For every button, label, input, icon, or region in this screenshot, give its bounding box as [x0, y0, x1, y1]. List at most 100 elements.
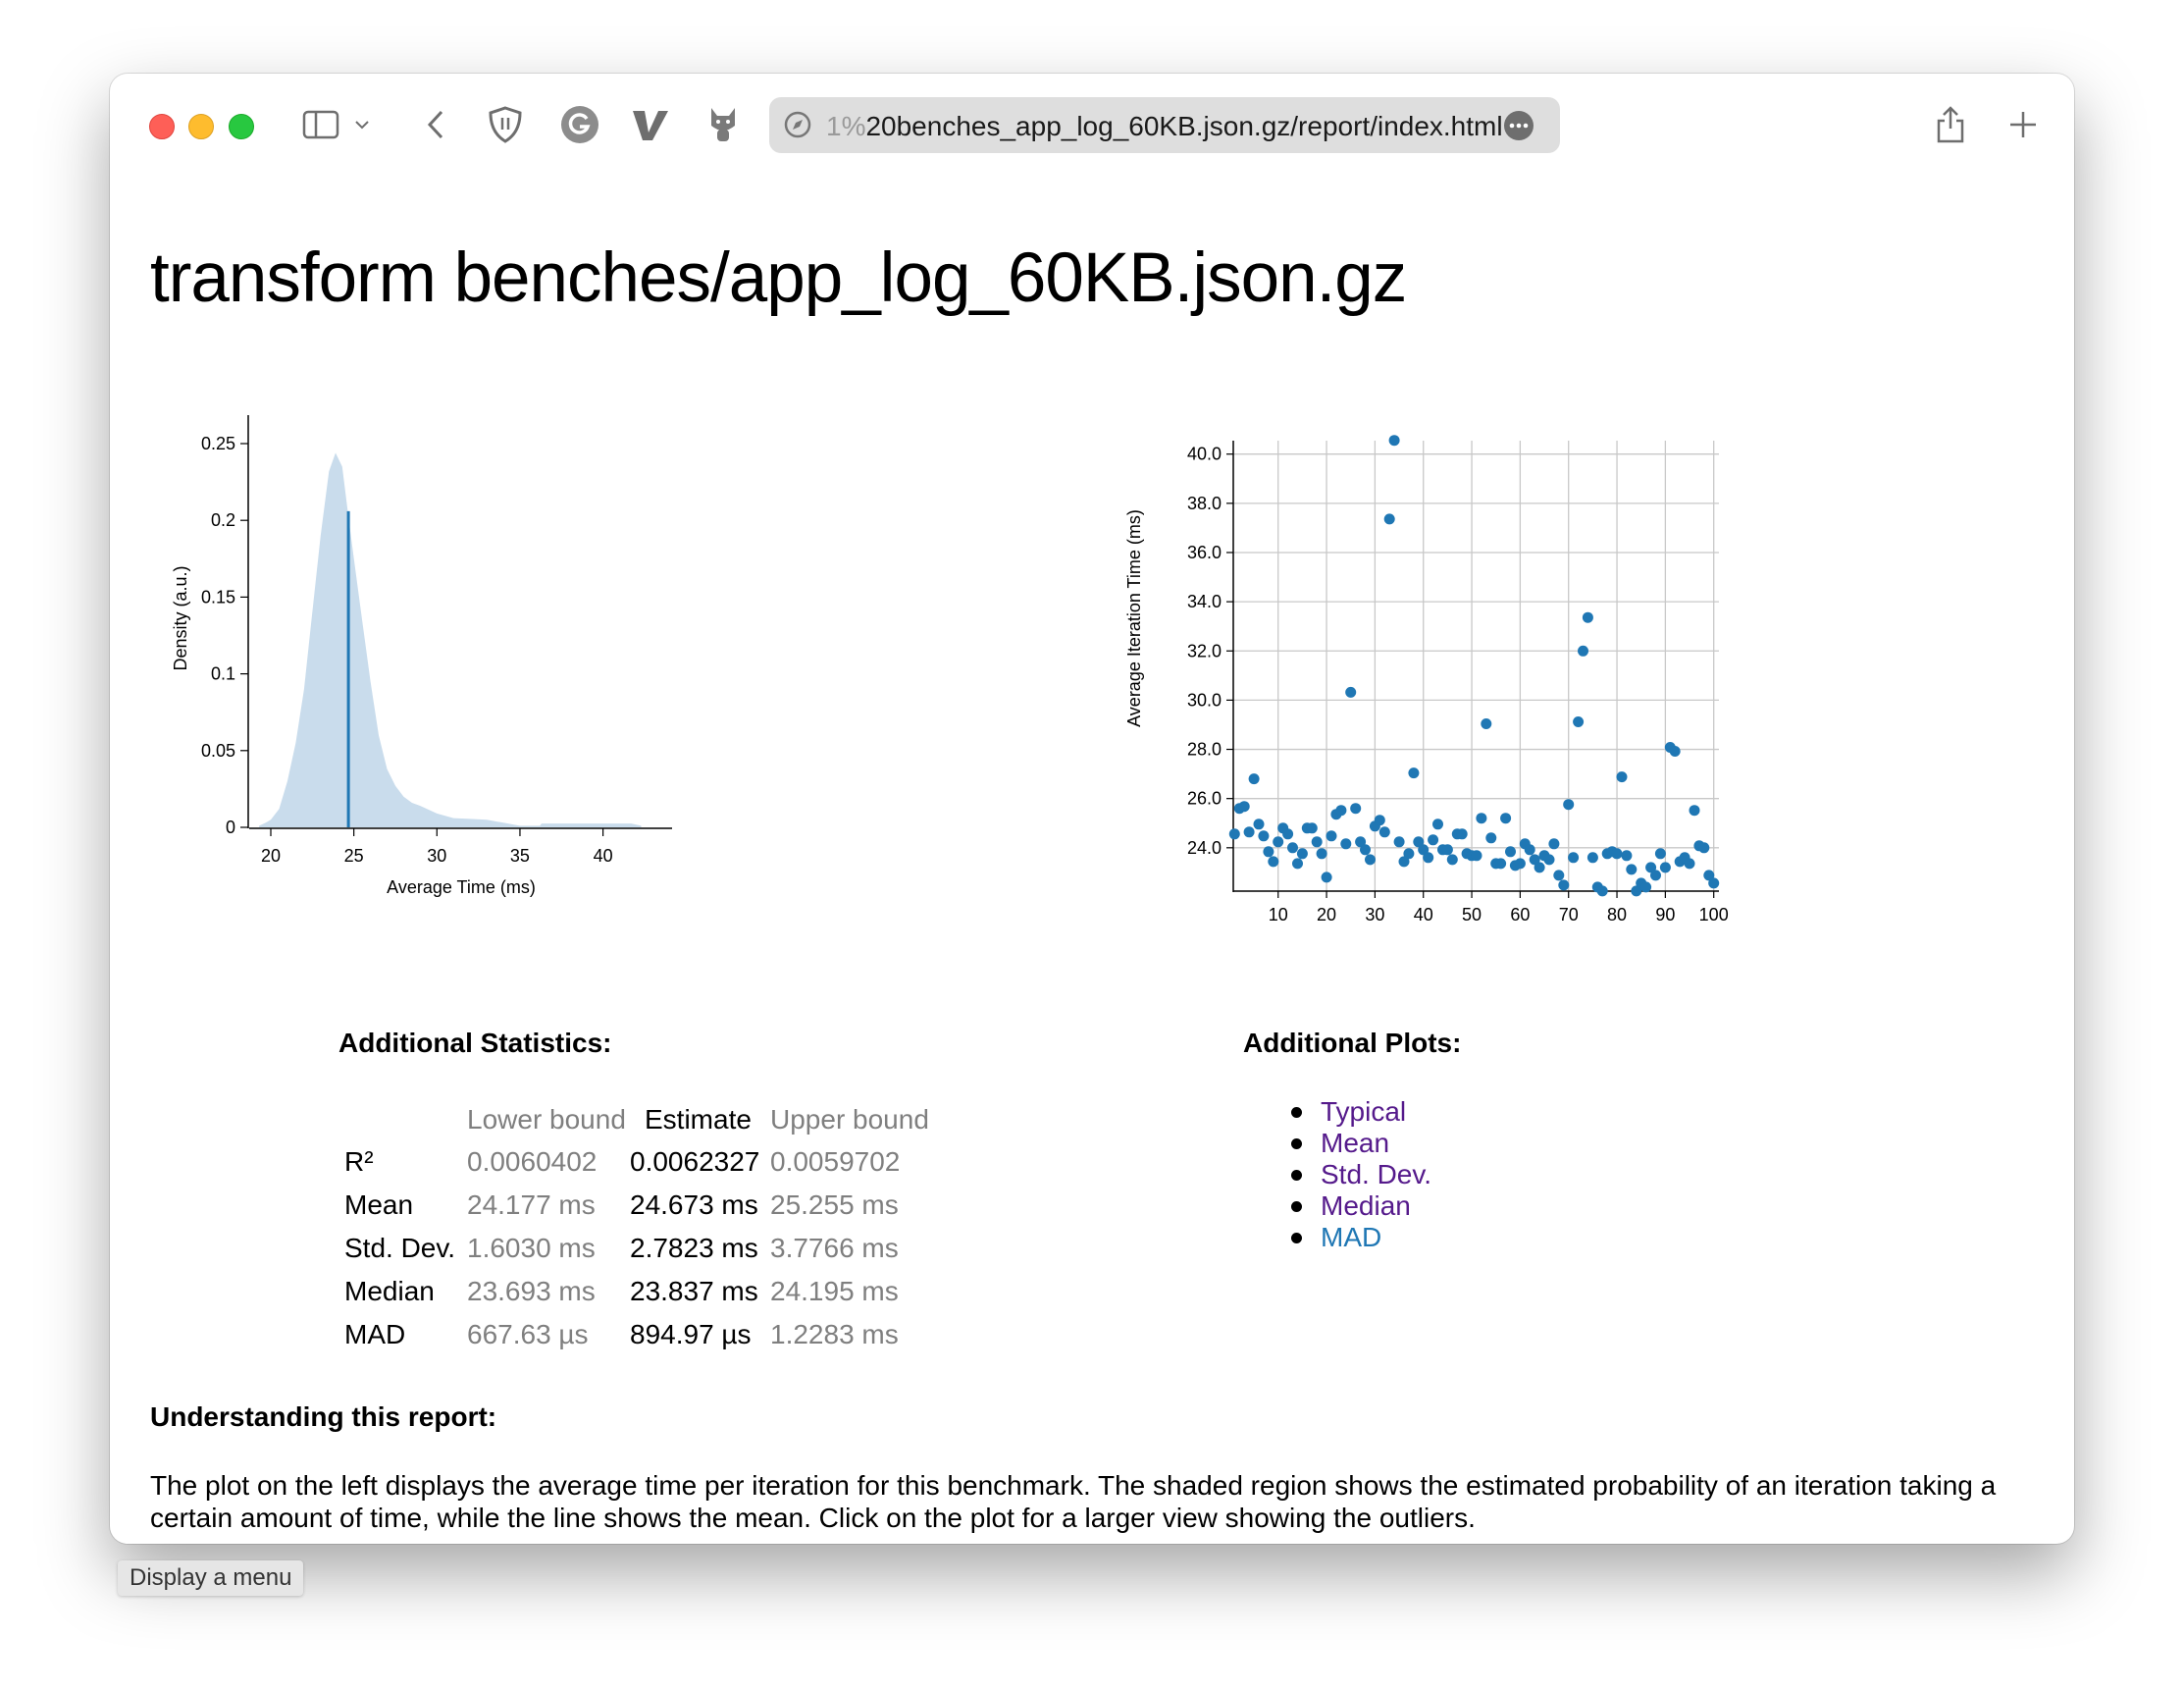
- data-point: [1393, 836, 1405, 848]
- stat-label: Median: [344, 1276, 435, 1306]
- y-tick-label: 38.0: [1187, 494, 1222, 513]
- data-point: [1611, 848, 1623, 860]
- v-extension-icon[interactable]: [629, 103, 672, 146]
- data-point: [1398, 856, 1410, 868]
- data-point: [1321, 871, 1332, 883]
- x-axis-label: Average Time (ms): [387, 877, 536, 897]
- data-point: [1263, 846, 1274, 858]
- x-tick-label: 90: [1655, 905, 1675, 923]
- plot-link-mean[interactable]: Mean: [1321, 1128, 1390, 1158]
- stat-label: Std. Dev.: [344, 1233, 456, 1263]
- plots-heading: Additional Plots:: [1243, 1028, 1462, 1058]
- stat-upper: 25.255 ms: [770, 1189, 899, 1220]
- plot-link-std-dev[interactable]: Std. Dev.: [1321, 1159, 1432, 1189]
- x-tick-label: 30: [1365, 905, 1384, 923]
- stat-lower: 0.0060402: [467, 1146, 598, 1177]
- col-header-estimate: Estimate: [645, 1104, 752, 1135]
- data-point: [1423, 852, 1434, 864]
- display-menu-tooltip: Display a menu: [118, 1560, 304, 1596]
- plot-link-typical[interactable]: Typical: [1321, 1096, 1407, 1127]
- plot-link-median[interactable]: Median: [1321, 1190, 1411, 1221]
- data-point: [1441, 844, 1453, 856]
- data-point: [1248, 773, 1260, 785]
- data-point: [1355, 836, 1367, 848]
- data-point: [1529, 854, 1540, 866]
- density-plot[interactable]: 20 25 30 35 40 0 0.05 0.1 0.15 0.2 0.25 Average Tim…: [167, 402, 1020, 962]
- y-tick-label: 36.0: [1187, 543, 1222, 562]
- data-point: [1586, 852, 1598, 864]
- data-point: [1253, 819, 1265, 830]
- stat-estimate: 2.7823 ms: [630, 1233, 758, 1263]
- data-point: [1481, 718, 1492, 729]
- stat-lower: 23.693 ms: [467, 1276, 596, 1306]
- col-header-lower: Lower bound: [467, 1104, 626, 1135]
- x-tick-label: 20: [1317, 905, 1336, 923]
- stat-label: R²: [344, 1146, 374, 1177]
- grammarly-extension-icon[interactable]: [558, 103, 601, 146]
- bullet: [1291, 1138, 1302, 1149]
- data-point: [1650, 870, 1661, 881]
- stat-upper: 1.2283 ms: [770, 1319, 899, 1349]
- stat-estimate: 24.673 ms: [630, 1189, 758, 1220]
- x-tick-label: 40: [594, 846, 613, 866]
- x-tick-label: 80: [1607, 905, 1627, 923]
- data-point: [1626, 864, 1638, 875]
- data-point: [1273, 836, 1284, 848]
- x-tick-label: 60: [1510, 905, 1530, 923]
- data-point: [1413, 836, 1425, 848]
- address-bar[interactable]: 1%20benches_app_log_60KB.json.gz/report/…: [769, 97, 1560, 153]
- zoom-window-button[interactable]: [229, 114, 254, 139]
- data-point: [1418, 844, 1430, 856]
- stat-label: Mean: [344, 1189, 414, 1220]
- y-axis-label: Average Iteration Time (ms): [1124, 509, 1144, 727]
- minimize-window-button[interactable]: [188, 114, 214, 139]
- data-point: [1403, 848, 1415, 860]
- data-point: [1573, 716, 1585, 727]
- data-point: [1500, 813, 1512, 824]
- stat-label: MAD: [344, 1319, 406, 1349]
- x-tick-label: 50: [1462, 905, 1482, 923]
- stat-estimate: 23.837 ms: [630, 1276, 758, 1306]
- stat-upper: 3.7766 ms: [770, 1233, 899, 1263]
- url-text[interactable]: 1%20benches_app_log_60KB.json.gz/report/…: [826, 111, 1503, 141]
- shield-extension-icon[interactable]: [484, 103, 527, 146]
- plot-link-mad[interactable]: MAD: [1321, 1222, 1382, 1252]
- data-point: [1616, 771, 1628, 783]
- stat-lower: 1.6030 ms: [467, 1233, 596, 1263]
- more-options-icon[interactable]: [1503, 110, 1534, 146]
- data-point: [1408, 767, 1420, 779]
- cat-extension-icon[interactable]: [702, 103, 745, 146]
- data-point: [1243, 826, 1255, 838]
- y-tick-label: 30.0: [1187, 690, 1222, 710]
- stat-lower: 667.63 µs: [467, 1319, 589, 1349]
- data-point: [1563, 799, 1575, 811]
- data-point: [1558, 879, 1570, 891]
- stats-heading: Additional Statistics:: [338, 1028, 612, 1058]
- data-point: [1578, 645, 1588, 657]
- data-point: [1258, 830, 1270, 842]
- data-point: [1456, 828, 1468, 840]
- data-point: [1292, 858, 1303, 870]
- data-point: [1631, 885, 1642, 897]
- y-tick-label: 0.25: [201, 434, 235, 453]
- data-point: [1360, 844, 1371, 856]
- data-point: [1350, 803, 1362, 815]
- data-point: [1485, 832, 1497, 844]
- iteration-times-plot[interactable]: 10 20 30 40 50 60 70 80 90 100 24.0 26.0 28.0 30.0 32.…: [1109, 393, 1992, 923]
- sidebar-icon[interactable]: [299, 103, 342, 146]
- data-point: [1568, 852, 1580, 864]
- data-point: [1524, 844, 1535, 856]
- data-point: [1268, 856, 1279, 868]
- back-icon[interactable]: [414, 103, 457, 146]
- page-title: transform benches/app_log_60KB.json.gz: [150, 239, 1407, 317]
- chevron-down-icon[interactable]: [350, 103, 374, 146]
- data-point: [1684, 858, 1695, 870]
- data-point: [1287, 842, 1298, 854]
- bullet: [1291, 1233, 1302, 1243]
- data-point: [1582, 611, 1593, 623]
- share-icon[interactable]: [1929, 103, 1972, 146]
- new-tab-icon[interactable]: [2002, 103, 2045, 146]
- data-point: [1645, 862, 1657, 873]
- stat-estimate: 894.97 µs: [630, 1319, 752, 1349]
- close-window-button[interactable]: [149, 114, 175, 139]
